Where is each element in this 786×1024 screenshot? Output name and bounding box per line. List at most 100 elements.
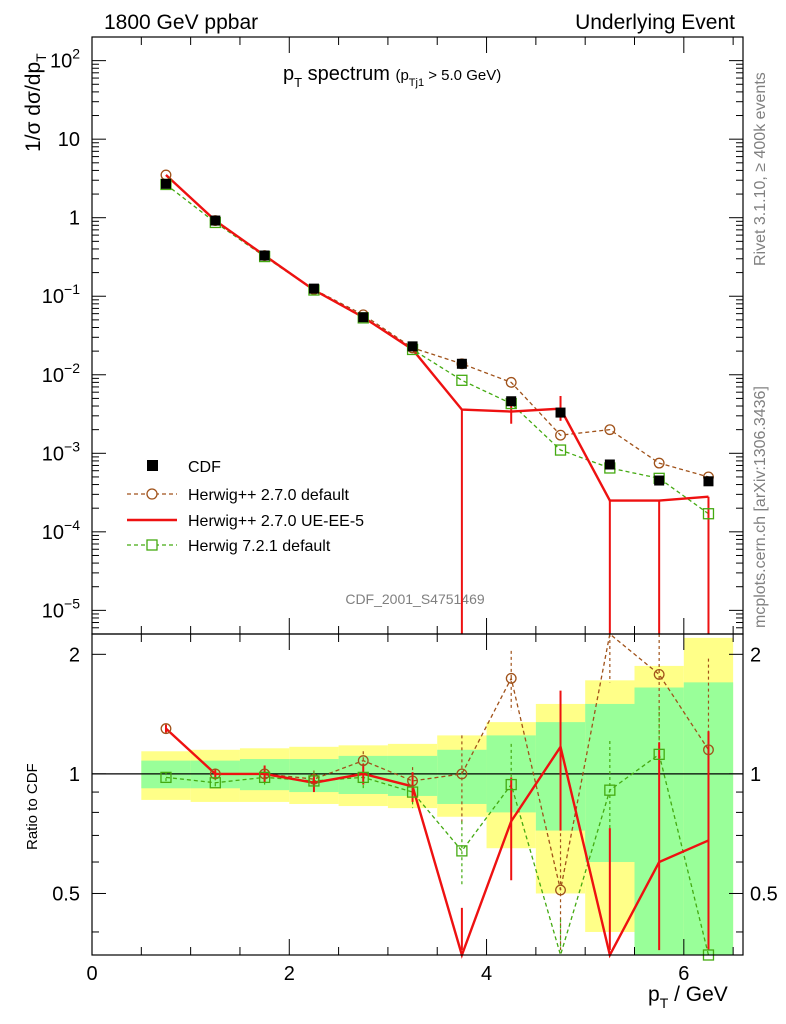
y-tick-label-exp: −3 <box>64 438 80 454</box>
series-point-cdf <box>703 476 714 487</box>
series-point-cdf <box>407 341 418 352</box>
ratio-point-h7 <box>406 786 419 798</box>
y-tick-label-exp: −2 <box>64 360 80 376</box>
series-point-cdf <box>259 250 270 261</box>
series-point-hpp-default <box>505 376 517 388</box>
plot-title-cut-post: > 5.0 GeV) <box>424 67 501 84</box>
ratio-point-h7 <box>357 771 369 784</box>
y-tick-label-exp: −1 <box>64 281 80 297</box>
main-ylabel-sub: T <box>33 53 49 62</box>
series-point-h7 <box>554 444 567 456</box>
y-tick-label: 10−4 <box>42 517 80 544</box>
ratio-point-h7 <box>160 771 172 784</box>
main-ylabel: 1/σ dσ/dpT <box>22 53 49 152</box>
plot-title-rest: spectrum <box>302 63 390 85</box>
series-line-hpp-default <box>165 174 709 478</box>
ratio-point-hpp-default <box>456 768 468 780</box>
ratio-point-h7 <box>653 748 665 760</box>
legend-marker-hpp-default <box>146 488 158 500</box>
y-tick-label: 10−2 <box>42 360 80 387</box>
ratio-y-tick-label-right: 0.5 <box>750 883 778 905</box>
y-tick-label-exp: −5 <box>64 595 80 611</box>
main-ylabel-text: 1/σ dσ/dp <box>22 62 45 152</box>
series-point-hpp-default <box>555 429 566 441</box>
legend-label-hpp-default: Herwig++ 2.7.0 default <box>188 487 350 504</box>
xlabel-p: p <box>648 983 660 1006</box>
y-tick-label: 10−3 <box>42 438 80 465</box>
legend-label-h7: Herwig 7.2.1 default <box>188 538 331 555</box>
series-point-cdf <box>210 215 221 226</box>
header-left: 1800 GeV ppbar <box>104 11 258 34</box>
ratio-point-h7 <box>505 778 517 791</box>
main-series-group <box>160 169 715 634</box>
ratio-ylabel: Ratio to CDF <box>24 763 41 850</box>
y-tick-label: 102 <box>50 46 80 73</box>
series-line-h7 <box>165 183 709 515</box>
legend-label-cdf: CDF <box>188 459 221 476</box>
ratio-series-group <box>160 632 715 961</box>
plot-title: pT spectrum (pTj1 > 5.0 GeV) <box>283 63 501 90</box>
ratio-point-hpp-default <box>555 884 566 896</box>
series-point-cdf <box>308 283 319 294</box>
series-line-hpp-ue <box>165 174 709 502</box>
y-tick-label: 10 <box>58 129 80 151</box>
ratio-y-tick-label: 1 <box>69 764 80 786</box>
x-tick-label: 0 <box>86 963 97 985</box>
plot-title-p: p <box>283 63 294 85</box>
ratio-point-hpp-default <box>653 668 665 680</box>
y-tick-label-base: 10 <box>42 443 64 465</box>
header-right: Underlying Event <box>575 11 735 34</box>
y-tick-label-base: 10 <box>42 286 64 308</box>
ratio-point-hpp-default <box>703 744 714 756</box>
plot-title-sub: T <box>294 75 302 90</box>
legend-label-hpp-ue: Herwig++ 2.7.0 UE-EE-5 <box>188 513 364 530</box>
plot-title-cut-pre: (p <box>395 67 408 84</box>
rivet-label: Rivet 3.1.10, ≥ 400k events <box>752 72 769 266</box>
legend-marker-cdf <box>147 460 158 471</box>
ratio-y-tick-label-right: 1 <box>750 764 761 786</box>
ratio-y-tick-label-right: 2 <box>750 644 761 666</box>
ratio-point-hpp-default <box>407 775 419 787</box>
xlabel-sub: T <box>660 995 669 1011</box>
legend-marker-h7 <box>146 539 158 551</box>
series-point-hpp-default <box>653 457 665 469</box>
series-point-h7 <box>702 508 715 520</box>
y-tick-label-base: 10 <box>42 600 64 622</box>
ratio-point-hpp-default <box>505 672 517 684</box>
ratio-point-hpp-default <box>209 768 221 780</box>
series-point-cdf <box>456 358 467 369</box>
xlabel: pT / GeV <box>648 983 728 1011</box>
ratio-point-hpp-default <box>357 755 369 767</box>
y-tick-label-base: 10 <box>42 365 64 387</box>
series-point-cdf <box>604 459 615 470</box>
legend: CDF Herwig++ 2.7.0 default Herwig++ 2.7.… <box>127 459 364 555</box>
y-tick-label-base: 10 <box>50 51 72 73</box>
y-tick-label: 1 <box>69 208 80 230</box>
series-point-cdf <box>160 178 171 189</box>
y-tick-label-exp: −4 <box>64 517 80 533</box>
y-tick-label: 10−1 <box>42 281 80 308</box>
ratio-y-tick-label: 2 <box>69 644 80 666</box>
series-point-cdf <box>358 312 369 323</box>
x-tick-label: 2 <box>284 963 295 985</box>
ratio-point-h7 <box>456 845 468 857</box>
ratio-line-hpp-ue <box>165 727 709 959</box>
ratio-point-h7 <box>258 771 271 784</box>
ratio-point-h7 <box>604 784 616 796</box>
mcplots-label: mcplots.cern.ch [arXiv:1306.3436] <box>752 386 769 628</box>
series-point-hpp-default <box>604 424 616 436</box>
analysis-watermark: CDF_2001_S4751469 <box>345 591 485 607</box>
y-tick-label: 10−5 <box>42 595 80 622</box>
ratio-point-h7 <box>308 775 320 787</box>
band-green <box>437 749 487 804</box>
ratio-plot-frame <box>91 633 744 956</box>
ratio-y-tick-label: 0.5 <box>52 883 80 905</box>
x-tick-label: 4 <box>481 963 492 985</box>
y-tick-label-exp: 2 <box>72 46 80 62</box>
series-point-h7 <box>456 374 468 386</box>
y-tick-label-base: 10 <box>42 522 64 544</box>
ratio-point-h7 <box>209 777 221 789</box>
plot-title-cut-sub: Tj1 <box>409 77 424 89</box>
